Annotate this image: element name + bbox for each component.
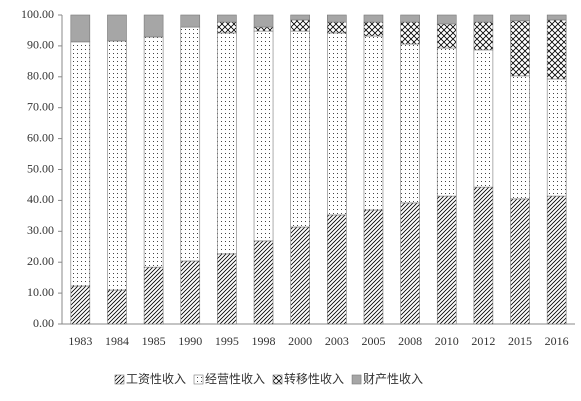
bar-segment (217, 14, 237, 23)
bar-segment (510, 14, 530, 22)
legend-swatch (114, 374, 125, 385)
bar-segment (363, 35, 384, 211)
x-tick-label: 2003 (325, 334, 349, 348)
bar-segment (107, 14, 127, 42)
bar-segment (217, 253, 237, 325)
bar-segment (436, 23, 457, 49)
bar-segment (253, 240, 274, 325)
bar-segment (143, 36, 164, 268)
x-tick-label: 2008 (398, 334, 422, 348)
y-tick-label: 90.00 (27, 38, 54, 52)
y-tick-label: 70.00 (27, 99, 54, 113)
bar-segment (143, 14, 164, 38)
legend-label: 经营性收入 (205, 372, 265, 386)
bar-segment (510, 75, 530, 200)
bar-segment (327, 214, 347, 325)
bar-segment (217, 32, 237, 255)
bar-segment (290, 19, 310, 32)
y-tick-label: 40.00 (27, 192, 54, 206)
y-tick-label: 100.00 (21, 7, 54, 21)
bar-segment (546, 78, 567, 197)
bar-segment (327, 32, 347, 216)
bar-segment (400, 21, 420, 45)
bar-segment (473, 21, 494, 51)
x-tick-label: 1983 (68, 334, 92, 348)
bar-segment (510, 198, 530, 325)
bar-segment (400, 202, 420, 325)
bar-segment (107, 40, 127, 291)
bar-segment (363, 14, 384, 23)
bar-segment (290, 30, 310, 228)
y-tick-label: 0.00 (33, 316, 54, 330)
bar-segment (253, 26, 274, 32)
x-tick-label: 1985 (142, 334, 166, 348)
bar-segment (253, 14, 274, 28)
bar-segment (217, 21, 237, 34)
bar-segment (180, 14, 201, 28)
bar-segment (107, 289, 127, 325)
bar-segment (253, 30, 274, 242)
bar-segment (327, 14, 347, 23)
bar-segment (510, 20, 530, 77)
x-tick-label: 2016 (545, 334, 569, 348)
y-tick-label: 10.00 (27, 285, 54, 299)
bar-segment (473, 14, 494, 23)
bar-segment (70, 285, 91, 325)
bar-segment (327, 21, 347, 34)
y-tick-label: 50.00 (27, 161, 54, 175)
x-tick-label: 2000 (288, 334, 312, 348)
x-tick-label: 2015 (508, 334, 532, 348)
bar-segment (473, 186, 494, 325)
x-tick-label: 1998 (252, 334, 276, 348)
y-tick-label: 80.00 (27, 69, 54, 83)
y-tick-label: 60.00 (27, 130, 54, 144)
bar-segment (70, 14, 91, 43)
bar-segment (436, 14, 457, 25)
legend-swatch (351, 374, 362, 385)
bar-segment (473, 49, 494, 188)
x-tick-label: 2005 (361, 334, 385, 348)
legend-label: 工资性收入 (126, 372, 186, 386)
y-tick-label: 20.00 (27, 254, 54, 268)
bar-segment (546, 14, 567, 21)
bar-segment (363, 21, 384, 37)
x-tick-label: 1984 (105, 334, 129, 348)
y-tick-label: 30.00 (27, 223, 54, 237)
bar-segment (180, 260, 201, 325)
bar-segment (546, 19, 567, 80)
bar-segment (436, 195, 457, 325)
bar-segment (290, 14, 310, 21)
legend-swatch (193, 374, 204, 385)
bar-segment (70, 41, 91, 287)
x-tick-label: 2010 (435, 334, 459, 348)
legend-label: 转移性收入 (284, 371, 344, 386)
legend-swatch (272, 374, 283, 385)
x-tick-label: 1990 (178, 334, 202, 348)
bar-segment (143, 266, 164, 325)
bar-segment (400, 14, 420, 23)
bar-segment (290, 226, 310, 325)
bar-segment (180, 26, 201, 262)
bar-segment (363, 209, 384, 325)
bar-segment (400, 43, 420, 204)
bar-segment (546, 195, 567, 325)
bar-segment (436, 47, 457, 197)
x-tick-label: 1995 (215, 334, 239, 348)
x-tick-label: 2012 (471, 334, 495, 348)
legend-label: 财产性收入 (363, 372, 423, 386)
